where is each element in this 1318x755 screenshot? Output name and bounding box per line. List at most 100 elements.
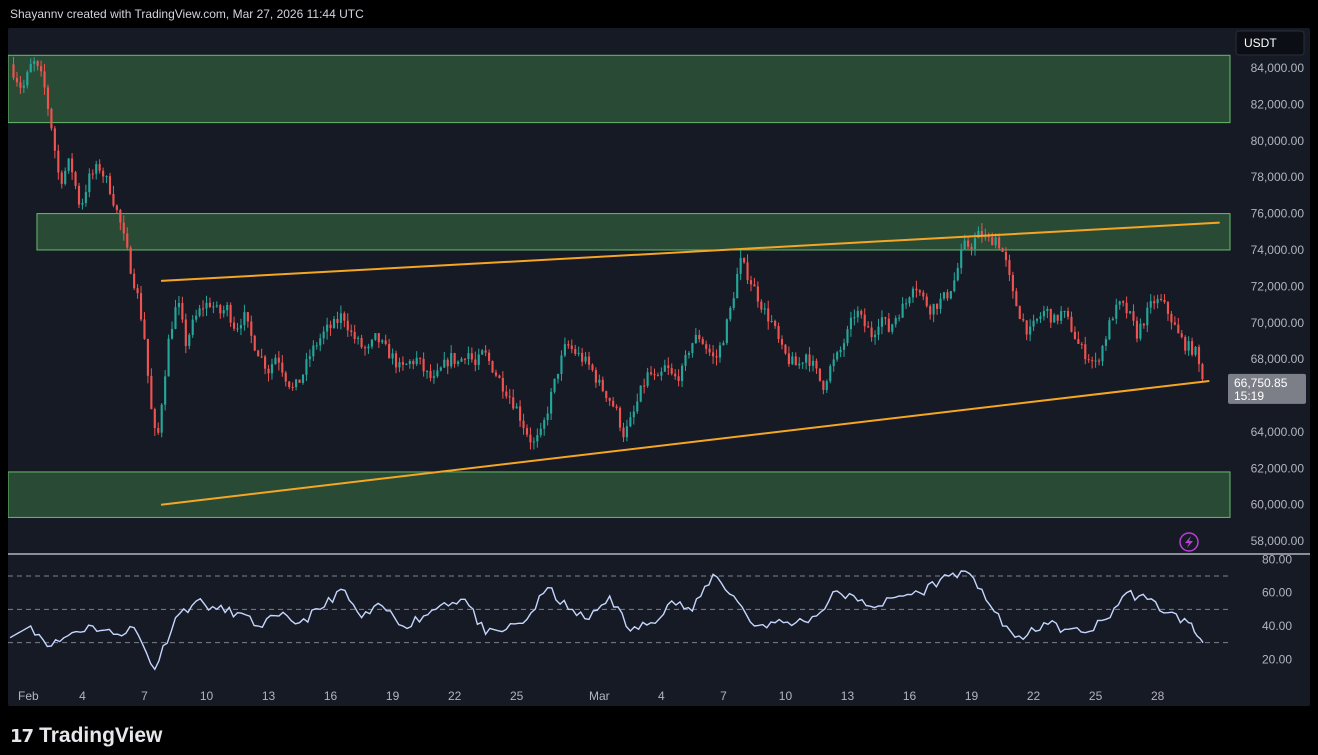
- candle-body-325: [1132, 311, 1135, 321]
- candle-body-119: [422, 358, 425, 372]
- candle-body-77: [277, 357, 280, 363]
- candle-body-123: [436, 370, 439, 377]
- candle-body-297: [1035, 318, 1039, 321]
- candle-body-4: [26, 72, 29, 86]
- candle-body-194: [680, 365, 684, 381]
- candle-body-95: [339, 313, 342, 323]
- candle-body-217: [760, 301, 763, 310]
- candle-body-160: [563, 344, 566, 356]
- candle-body-284: [991, 237, 994, 246]
- candle-body-238: [832, 359, 835, 367]
- candle-body-240: [839, 349, 842, 353]
- candle-body-0: [12, 64, 15, 78]
- time-tick-label-10: 4: [658, 689, 665, 703]
- price-tick-label-4: 68,000.00: [1251, 352, 1305, 366]
- tradingview-logo[interactable]: 17 TradingView: [10, 722, 162, 750]
- candle-body-138: [488, 352, 491, 361]
- time-axis[interactable]: Feb 4 7 10 13 16 19 22 25 Mar 4 7 10 13 16 19 22 25 28: [18, 689, 1165, 703]
- oscillator-tick-label-0: 20.00: [1262, 652, 1292, 666]
- candle-body-55: [201, 308, 205, 310]
- candle-body-281: [980, 230, 983, 238]
- candle-body-92: [329, 324, 332, 329]
- candle-body-67: [243, 312, 246, 326]
- candle-body-117: [415, 357, 418, 365]
- candle-body-269: [939, 298, 942, 309]
- candle-body-200: [701, 339, 704, 345]
- candle-body-152: [536, 435, 539, 442]
- candle-body-107: [381, 340, 384, 343]
- candle-body-46: [170, 328, 174, 339]
- candle-body-133: [470, 353, 473, 360]
- attribution-bar: Shayannv created with TradingView.com, M…: [0, 0, 1318, 28]
- price-axis[interactable]: 58,000.00 60,000.00 62,000.00 64,000.00 68,0…: [1228, 30, 1306, 666]
- candle-body-310: [1080, 343, 1083, 345]
- time-tick-label-5: 16: [324, 689, 338, 703]
- candle-body-25: [98, 164, 101, 171]
- chart-panel[interactable]: 58,000.00 60,000.00 62,000.00 64,000.00 68,0…: [8, 28, 1310, 706]
- candle-body-19: [77, 185, 81, 205]
- candle-body-276: [963, 240, 966, 250]
- candle-body-215: [753, 284, 756, 287]
- candle-body-327: [1139, 323, 1142, 339]
- candle-body-289: [1008, 260, 1011, 275]
- candle-body-91: [326, 324, 329, 332]
- candle-body-53: [195, 315, 198, 320]
- candle-body-14: [60, 172, 63, 184]
- candle-body-56: [205, 302, 208, 309]
- candle-body-15: [64, 170, 67, 184]
- candle-body-3: [22, 85, 25, 88]
- candle-body-272: [949, 291, 952, 299]
- candle-body-222: [777, 325, 780, 340]
- time-tick-label-18: 28: [1151, 689, 1165, 703]
- candle-body-277: [967, 240, 970, 247]
- attribution-caption: Shayannv created with TradingView.com, M…: [10, 7, 364, 21]
- candle-body-63: [229, 304, 232, 323]
- candle-body-111: [394, 353, 398, 368]
- candle-body-40: [150, 375, 153, 410]
- candlestick-chart[interactable]: 58,000.00 60,000.00 62,000.00 64,000.00 68,0…: [8, 28, 1310, 706]
- candle-body-128: [453, 353, 456, 364]
- candle-body-129: [456, 361, 460, 364]
- candle-body-253: [884, 317, 887, 319]
- candle-body-293: [1022, 318, 1025, 321]
- candle-body-205: [718, 345, 722, 358]
- candle-body-9: [43, 71, 46, 88]
- time-tick-label-17: 25: [1089, 689, 1103, 703]
- candle-body-145: [512, 397, 515, 409]
- zone-2: [36, 213, 1231, 251]
- candle-body-188: [660, 371, 663, 376]
- candle-body-311: [1084, 344, 1087, 360]
- candle-body-209: [732, 298, 735, 308]
- time-tick-label-1: 4: [79, 689, 86, 703]
- candle-body-228: [798, 363, 801, 366]
- candle-body-334: [1163, 300, 1166, 303]
- candle-body-155: [546, 413, 549, 421]
- candle-body-43: [160, 404, 163, 433]
- candle-body-193: [677, 376, 680, 381]
- candle-body-60: [219, 305, 222, 314]
- candle-body-66: [239, 325, 243, 329]
- candle-body-87: [312, 345, 315, 357]
- candle-body-65: [236, 328, 239, 330]
- candle-body-285: [994, 237, 997, 246]
- candle-body-344: [1197, 346, 1201, 365]
- candle-body-169: [594, 370, 597, 383]
- candle-body-204: [715, 356, 718, 358]
- candle-body-31: [119, 209, 122, 223]
- candle-body-337: [1173, 322, 1176, 325]
- candle-body-186: [653, 374, 656, 376]
- candle-body-299: [1042, 311, 1045, 317]
- candle-body-109: [388, 344, 391, 359]
- candle-body-34: [129, 247, 132, 274]
- lightning-icon-ring: [1179, 532, 1199, 552]
- candle-body-136: [481, 350, 484, 355]
- candle-body-76: [274, 357, 277, 365]
- price-tick-label-3: 64,000.00: [1251, 425, 1305, 439]
- candle-body-45: [167, 338, 170, 377]
- candle-body-88: [315, 345, 318, 347]
- candle-body-48: [177, 303, 180, 308]
- time-tick-label-14: 16: [903, 689, 917, 703]
- candle-body-41: [153, 409, 156, 429]
- price-tick-label-10: 80,000.00: [1251, 134, 1305, 148]
- candle-body-54: [198, 308, 201, 316]
